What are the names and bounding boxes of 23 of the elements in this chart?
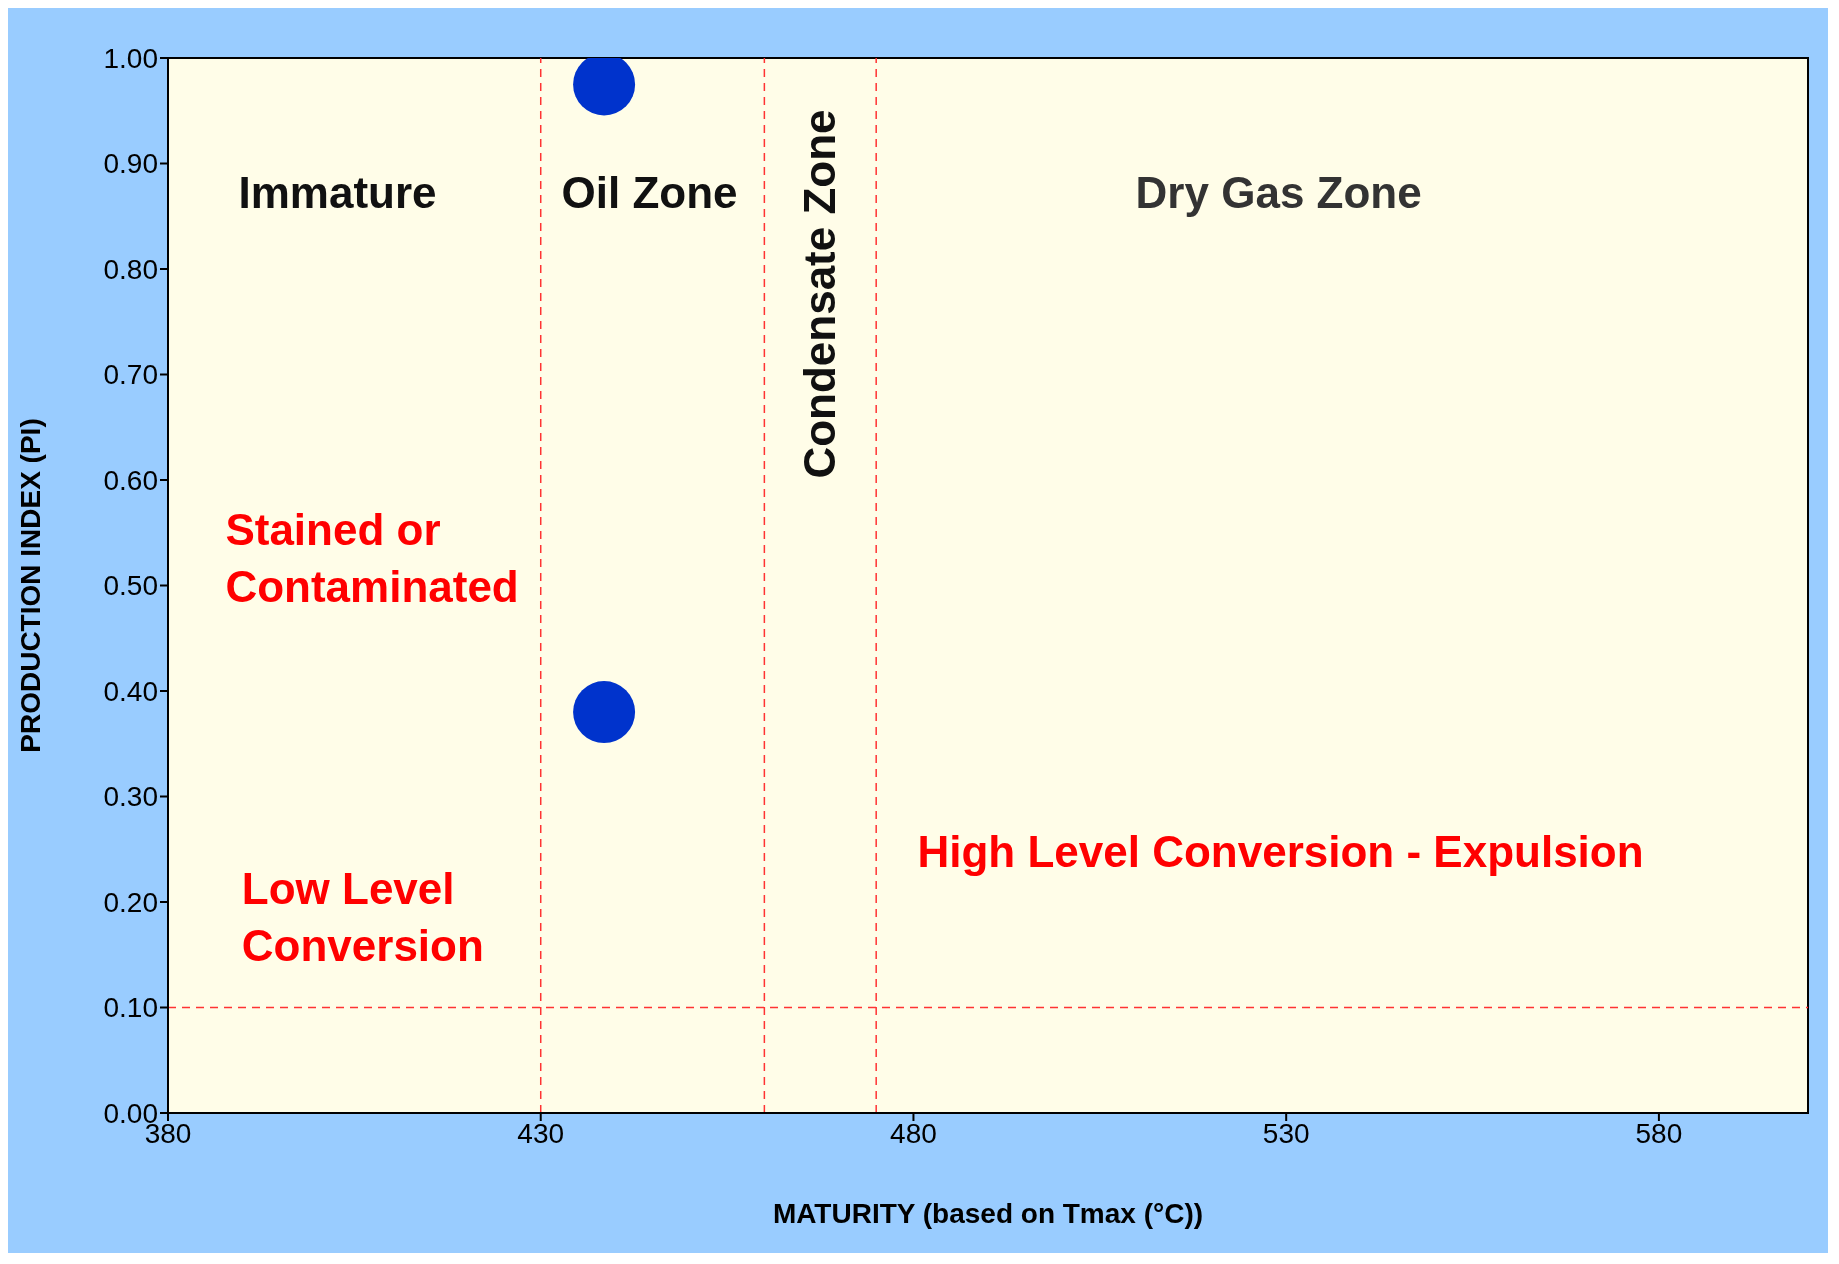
y-tick-label: 0.50 [103,570,158,602]
y-tick-label: 0.30 [103,781,158,813]
y-tick-label: 0.40 [103,675,158,707]
x-tick-label: 580 [1635,1117,1683,1149]
annotation: Low Level Conversion [241,862,485,972]
annotation: Oil Zone [561,166,739,219]
annotation: Immature [238,166,438,219]
y-tick-label: 0.80 [103,253,158,285]
y-tick-label: 0.20 [103,886,158,918]
annotation: High Level Conversion - Expulsion [917,825,1645,878]
y-tick-label: 0.10 [103,992,158,1024]
annotation: Condensate Zone [794,108,846,479]
y-tick-label: 0.60 [103,464,158,496]
x-tick-label: 480 [890,1117,937,1149]
y-tick-label: 0.90 [103,148,158,180]
y-axis-title: PRODUCTION INDEX (PI) [14,418,46,753]
annotation: Dry Gas Zone [1135,166,1423,219]
x-tick-label: 530 [1262,1117,1310,1149]
y-tick-label: 0.70 [103,359,158,391]
x-tick-label: 430 [517,1117,565,1149]
x-axis-title: MATURITY (based on Tmax (°C)) [772,1198,1204,1229]
annotation: Stained or Contaminated [225,504,520,614]
y-tick-label: 1.00 [103,42,158,74]
